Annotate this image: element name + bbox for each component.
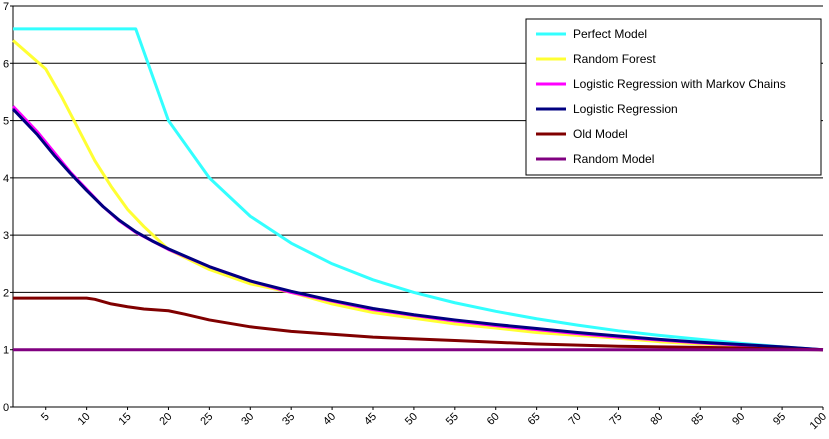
x-tick-label: 30 (239, 411, 256, 428)
y-tick-label: 0 (3, 402, 9, 414)
y-tick-label: 5 (3, 116, 9, 128)
x-tick-label: 95 (771, 411, 788, 428)
legend-label: Old Model (573, 127, 628, 141)
legend-label: Random Forest (573, 52, 656, 66)
y-axis-ticks: 0 1 2 3 4 5 6 7 (3, 1, 13, 414)
y-tick-label: 7 (3, 1, 9, 13)
legend-label: Logistic Regression (573, 102, 678, 116)
x-tick-label: 65 (526, 411, 543, 428)
legend-label: Random Model (573, 152, 654, 166)
series-line-perfect-model (13, 27, 824, 352)
legend-label: Logistic Regression with Markov Chains (573, 77, 786, 91)
x-tick-label: 100 (808, 411, 829, 432)
y-tick-label: 2 (3, 287, 9, 299)
x-tick-label: 10 (76, 411, 93, 428)
y-tick-label: 1 (3, 345, 9, 357)
series-line-old-model (13, 296, 824, 352)
x-axis-ticks: 5 10 15 20 25 30 35 40 45 50 55 60 65 70 75 80 85 90 95 100 (39, 407, 829, 432)
series-layer (11, 27, 824, 352)
x-tick-label: 45 (362, 411, 379, 428)
x-tick-label: 60 (485, 411, 502, 428)
x-tick-label: 40 (321, 411, 338, 428)
x-tick-label: 70 (567, 411, 584, 428)
series-line-logistic-regression (11, 108, 824, 352)
legend-label: Perfect Model (573, 27, 647, 41)
legend-box (525, 18, 822, 176)
x-tick-label: 55 (444, 411, 461, 428)
y-tick-label: 6 (3, 58, 9, 70)
x-tick-label: 25 (198, 411, 215, 428)
x-tick-label: 5 (39, 411, 52, 424)
y-tick-label: 4 (3, 173, 9, 185)
legend: Perfect Model Random Forest Logistic Regre… (525, 18, 822, 176)
x-tick-label: 85 (689, 411, 706, 428)
x-tick-label: 75 (607, 411, 624, 428)
x-tick-label: 80 (648, 411, 665, 428)
x-tick-label: 90 (730, 411, 747, 428)
x-tick-label: 50 (403, 411, 420, 428)
x-tick-label: 20 (157, 411, 174, 428)
x-tick-label: 15 (117, 411, 134, 428)
y-tick-label: 3 (3, 230, 9, 242)
x-tick-label: 35 (280, 411, 297, 428)
